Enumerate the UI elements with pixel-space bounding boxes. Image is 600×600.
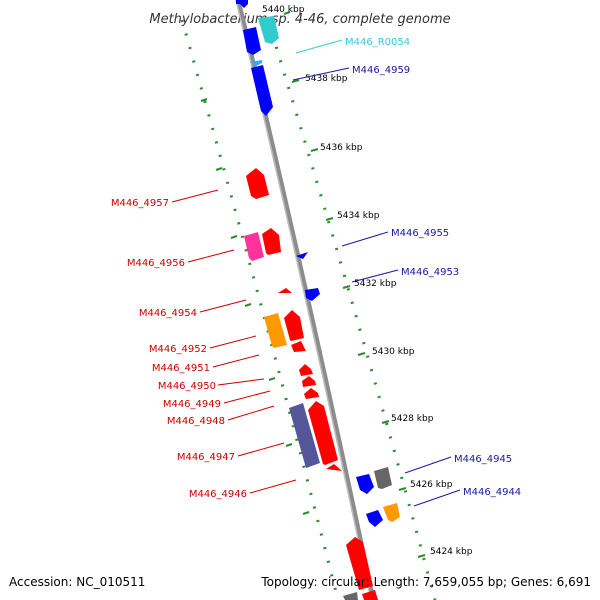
gene-feature — [374, 467, 392, 489]
gene-feature — [308, 401, 338, 465]
gene-label-4951: M446_4951 — [152, 363, 210, 374]
gene-leader-lines — [171, 39, 461, 507]
gene-feature — [291, 341, 306, 352]
gene-feature — [299, 364, 313, 376]
gene-label-4948: M446_4948 — [167, 416, 225, 427]
genome-summary-text: Topology: circular; Length: 7,659,055 bp… — [260, 575, 591, 589]
gene-labels: M446_R0054 M446_4959 M446_4957 M446_4956… — [111, 37, 521, 500]
map-title: Methylobacterium sp. 4-46, complete geno… — [149, 12, 450, 27]
gene-feature — [366, 510, 383, 527]
gene-feature — [305, 288, 320, 301]
dotted-ring-right — [266, 19, 437, 600]
gene-feature — [250, 60, 262, 66]
gene-feature — [251, 65, 273, 116]
dotted-ring-left — [180, 19, 340, 600]
gene-label-r0054: M446_R0054 — [345, 37, 410, 48]
gene-label-4946: M446_4946 — [189, 489, 247, 500]
scale-label: 5436 kbp — [320, 143, 363, 153]
gene-feature — [246, 168, 269, 199]
gene-feature — [243, 27, 261, 55]
gene-feature — [302, 376, 316, 387]
gene-label-4956: M446_4956 — [127, 258, 185, 269]
reverse-genes — [236, 0, 400, 527]
gene-label-4957: M446_4957 — [111, 198, 169, 209]
gene-label-4949: M446_4949 — [163, 399, 221, 410]
gene-feature — [236, 0, 248, 8]
gene-feature — [356, 474, 374, 494]
scale-label: 5432 kbp — [354, 279, 397, 289]
gene-feature — [264, 313, 287, 348]
gene-label-4947: M446_4947 — [177, 452, 235, 463]
scale-label: 5430 kbp — [372, 347, 415, 357]
gene-label-4953: M446_4953 — [401, 267, 459, 278]
gene-feature — [258, 16, 279, 44]
scale-ticks — [200, 11, 426, 558]
scale-label: 5426 kbp — [410, 480, 453, 490]
gene-label-4955: M446_4955 — [391, 228, 449, 239]
gene-feature — [362, 590, 378, 600]
gene-label-4945: M446_4945 — [454, 454, 512, 465]
forward-genes — [244, 168, 378, 600]
gene-feature — [244, 232, 264, 261]
gene-feature — [383, 503, 400, 522]
gene-feature — [326, 464, 342, 471]
gene-label-4954: M446_4954 — [139, 308, 197, 319]
gene-label-4944: M446_4944 — [463, 487, 521, 498]
scale-labels: 5440 kbp 5438 kbp 5436 kbp 5434 kbp 5432… — [262, 5, 473, 557]
scale-label: 5434 kbp — [337, 211, 380, 221]
gene-feature — [304, 388, 319, 399]
gene-feature — [278, 288, 292, 293]
scale-label: 5428 kbp — [391, 414, 434, 424]
scale-label: 5440 kbp — [262, 5, 305, 15]
gene-label-4959: M446_4959 — [352, 65, 410, 76]
gene-feature — [296, 252, 308, 259]
gene-feature — [289, 403, 320, 468]
scale-label: 5424 kbp — [430, 547, 473, 557]
gene-feature — [262, 228, 281, 255]
scale-label: 5438 kbp — [305, 74, 348, 84]
gene-label-4952: M446_4952 — [149, 344, 207, 355]
gene-label-4950: M446_4950 — [158, 381, 216, 392]
gene-feature — [346, 537, 373, 590]
accession-text: Accession: NC_010511 — [9, 575, 145, 589]
gene-feature — [284, 310, 304, 341]
gene-feature — [343, 592, 358, 600]
